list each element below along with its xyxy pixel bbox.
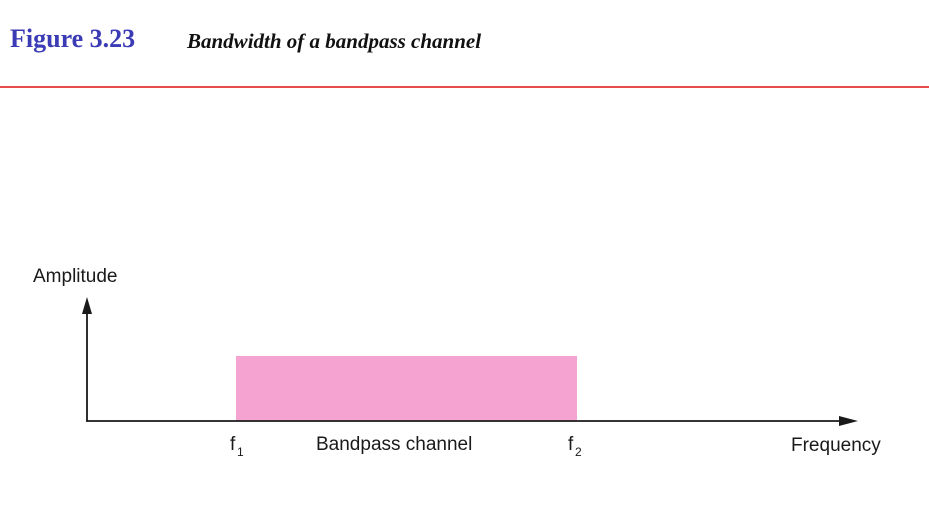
y-axis-label: Amplitude: [33, 266, 118, 287]
bandpass-band: [236, 356, 577, 421]
x-axis-label: Frequency: [791, 435, 881, 456]
x-axis-arrow-icon: [839, 416, 858, 426]
figure-number: Figure 3.23: [10, 24, 136, 53]
lower-edge-sub: 1: [237, 445, 244, 459]
figure-caption: Bandwidth of a bandpass channel: [187, 29, 482, 53]
upper-edge-base: f: [568, 434, 574, 455]
band-label: Bandpass channel: [316, 434, 472, 455]
upper-edge-label: f 2: [568, 434, 582, 459]
lower-edge-base: f: [230, 434, 236, 455]
y-axis-arrow-icon: [82, 297, 92, 314]
upper-edge-sub: 2: [575, 445, 582, 459]
figure-header: Figure 3.23 Bandwidth of a bandpass chan…: [0, 0, 929, 88]
lower-edge-label: f 1: [230, 434, 244, 459]
header-rule: [0, 86, 929, 88]
